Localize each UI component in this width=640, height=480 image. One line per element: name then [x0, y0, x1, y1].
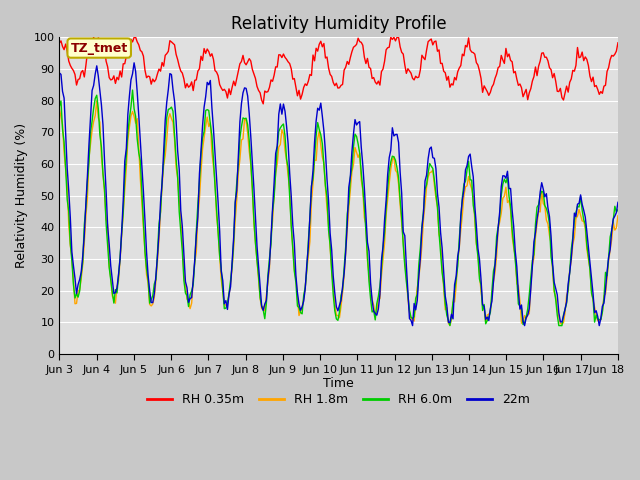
RH 1.8m	[125, 124, 133, 130]
22m	[131, 60, 138, 66]
RH 6.0m	[301, 284, 309, 290]
X-axis label: Time: Time	[323, 377, 354, 390]
RH 0.35m	[586, 73, 594, 79]
RH 6.0m	[252, 240, 259, 246]
RH 1.8m	[301, 285, 309, 290]
RH 1.8m	[243, 118, 250, 123]
Title: Relativity Humidity Profile: Relativity Humidity Profile	[231, 15, 447, 33]
Text: TZ_tmet: TZ_tmet	[70, 42, 128, 55]
RH 1.8m	[223, 300, 231, 306]
RH 1.8m	[252, 240, 259, 246]
RH 6.0m	[446, 323, 454, 328]
RH 6.0m	[223, 300, 231, 306]
22m	[124, 111, 132, 117]
22m	[614, 200, 622, 205]
RH 0.35m	[90, 35, 97, 40]
22m	[252, 214, 259, 220]
22m	[243, 85, 250, 91]
RH 0.35m	[303, 83, 310, 88]
RH 0.35m	[125, 40, 133, 46]
RH 1.8m	[586, 266, 594, 272]
RH 0.35m	[223, 95, 231, 101]
22m	[56, 70, 63, 76]
RH 1.8m	[614, 213, 622, 219]
RH 0.35m	[614, 40, 622, 46]
RH 6.0m	[56, 103, 63, 109]
22m	[409, 323, 417, 328]
Line: RH 1.8m: RH 1.8m	[60, 101, 618, 325]
RH 1.8m	[93, 98, 100, 104]
Legend: RH 0.35m, RH 1.8m, RH 6.0m, 22m: RH 0.35m, RH 1.8m, RH 6.0m, 22m	[142, 388, 535, 411]
RH 1.8m	[446, 323, 454, 328]
RH 6.0m	[586, 266, 594, 272]
Line: RH 6.0m: RH 6.0m	[60, 90, 618, 325]
RH 0.35m	[259, 101, 267, 107]
RH 6.0m	[243, 115, 250, 121]
22m	[301, 286, 309, 291]
RH 6.0m	[614, 207, 622, 213]
Y-axis label: Relativity Humidity (%): Relativity Humidity (%)	[15, 123, 28, 268]
RH 0.35m	[243, 62, 250, 68]
22m	[586, 260, 594, 265]
22m	[223, 307, 231, 312]
RH 0.35m	[252, 75, 259, 81]
Line: 22m: 22m	[60, 63, 618, 325]
RH 0.35m	[56, 40, 63, 46]
RH 6.0m	[124, 130, 132, 135]
RH 6.0m	[129, 87, 136, 93]
Line: RH 0.35m: RH 0.35m	[60, 37, 618, 104]
RH 1.8m	[56, 106, 63, 112]
